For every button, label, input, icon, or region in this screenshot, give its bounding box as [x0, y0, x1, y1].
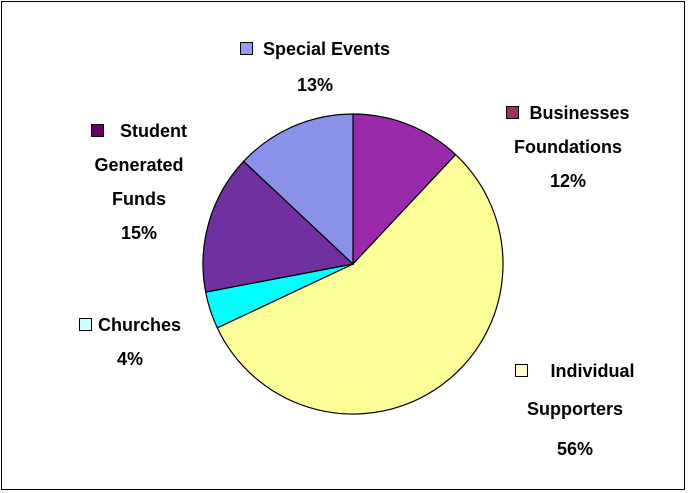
slice-special-events: [242, 113, 354, 266]
label-student-generated-funds-value: 15%: [120, 223, 158, 243]
label-businesses-foundations-name-1: Businesses: [529, 103, 630, 123]
label-churches-value: 4%: [116, 349, 143, 369]
label-special-events-name: Special Events: [262, 39, 391, 59]
label-special-events-value: 13%: [296, 75, 334, 95]
slice-businesses-foundations: [352, 113, 457, 266]
swatch-businesses-foundations: [506, 106, 520, 119]
label-student-generated-funds-name-2: Generated: [94, 155, 184, 175]
label-individual-supporters-value: 56%: [556, 439, 594, 459]
slice-individual-supporters: [216, 153, 504, 415]
label-individual-supporters-name-2: Supporters: [526, 399, 623, 419]
label-businesses-foundations-name-2: Foundations: [514, 137, 622, 157]
label-churches-name: Churches: [97, 315, 182, 335]
label-businesses-foundations-value: 12%: [549, 171, 587, 191]
swatch-churches: [78, 318, 92, 331]
swatch-individual-supporters: [515, 364, 529, 377]
label-individual-supporters-name-1: Individual: [550, 361, 635, 381]
label-student-generated-funds: Student Generated Funds 15%: [44, 118, 234, 246]
label-churches: Churches 4%: [40, 312, 220, 372]
label-student-generated-funds-name-1: Student: [120, 121, 187, 141]
label-special-events: Special Events 13%: [210, 36, 420, 98]
label-individual-supporters: Individual Supporters 56%: [480, 358, 670, 462]
swatch-special-events: [239, 42, 253, 55]
label-businesses-foundations: Businesses Foundations 12%: [468, 100, 668, 194]
label-student-generated-funds-name-3: Funds: [112, 189, 166, 209]
swatch-student-generated-funds: [91, 124, 104, 137]
slice-student-generated-funds: [202, 160, 355, 293]
